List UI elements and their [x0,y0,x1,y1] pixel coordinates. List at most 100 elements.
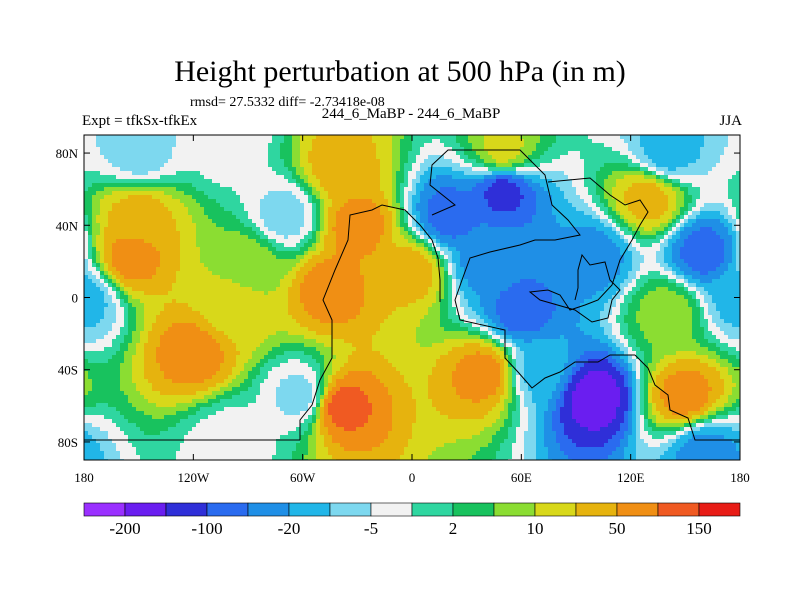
contour-cell [108,247,113,252]
contour-cell [520,219,525,224]
contour-cell [236,199,241,204]
contour-cell [104,211,109,216]
contour-cell [468,171,473,176]
contour-cell [296,179,301,184]
contour-cell [468,147,473,152]
contour-cell [248,207,253,212]
contour-cell [148,203,153,208]
contour-cell [344,171,349,176]
contour-cell [540,191,545,196]
contour-cell [556,223,561,228]
contour-cell [628,179,633,184]
contour-cell [712,147,717,152]
contour-cell [560,227,565,232]
contour-cell [584,247,589,252]
contour-cell [704,175,709,180]
contour-cell [708,211,713,216]
contour-cell [288,139,293,144]
contour-cell [408,207,413,212]
contour-cell [256,187,261,192]
contour-cell [144,175,149,180]
contour-cell [564,143,569,148]
contour-cell [628,211,633,216]
contour-cell [492,235,497,240]
contour-cell [292,167,297,172]
contour-cell [512,179,517,184]
contour-cell [172,159,177,164]
contour-cell [416,143,421,148]
contour-cell [180,179,185,184]
contour-cell [144,243,149,248]
contour-cell [328,159,333,164]
contour-cell [180,151,185,156]
contour-cell [240,239,245,244]
contour-cell [532,179,537,184]
contour-cell [576,235,581,240]
contour-cell [600,167,605,172]
contour-cell [152,143,157,148]
contour-cell [500,175,505,180]
contour-cell [236,147,241,152]
contour-cell [276,143,281,148]
contour-cell [164,175,169,180]
contour-cell [164,195,169,200]
contour-cell [484,171,489,176]
contour-cell [396,243,401,248]
contour-cell [600,147,605,152]
contour-cell [236,191,241,196]
contour-cell [480,239,485,244]
contour-cell [412,155,417,160]
contour-cell [276,243,281,248]
contour-cell [432,227,437,232]
contour-cell [120,207,125,212]
contour-cell [612,219,617,224]
contour-cell [400,195,405,200]
contour-cell [604,139,609,144]
contour-cell [512,135,517,140]
contour-cell [300,191,305,196]
contour-cell [396,143,401,148]
contour-cell [580,171,585,176]
contour-cell [176,135,181,140]
contour-cell [108,183,113,188]
contour-cell [592,215,597,220]
contour-cell [376,251,381,256]
contour-cell [580,159,585,164]
contour-cell [528,179,533,184]
contour-cell [572,219,577,224]
contour-cell [316,151,321,156]
contour-cell [644,191,649,196]
contour-cell [440,159,445,164]
contour-cell [468,167,473,172]
contour-cell [112,175,117,180]
contour-cell [464,239,469,244]
contour-cell [180,247,185,252]
contour-cell [324,167,329,172]
contour-cell [544,143,549,148]
contour-cell [396,163,401,168]
contour-cell [352,215,357,220]
contour-cell [392,155,397,160]
contour-cell [380,223,385,228]
contour-cell [384,199,389,204]
contour-cell [108,243,113,248]
contour-cell [572,231,577,236]
contour-cell [156,167,161,172]
contour-cell [300,211,305,216]
contour-cell [492,175,497,180]
contour-cell [652,135,657,140]
contour-cell [356,231,361,236]
contour-cell [196,155,201,160]
contour-cell [500,219,505,224]
contour-cell [584,135,589,140]
contour-cell [264,179,269,184]
contour-cell [448,159,453,164]
contour-cell [696,207,701,212]
contour-cell [104,139,109,144]
contour-cell [564,239,569,244]
contour-cell [432,155,437,160]
contour-cell [296,167,301,172]
contour-cell [676,139,681,144]
contour-cell [108,239,113,244]
contour-cell [660,191,665,196]
